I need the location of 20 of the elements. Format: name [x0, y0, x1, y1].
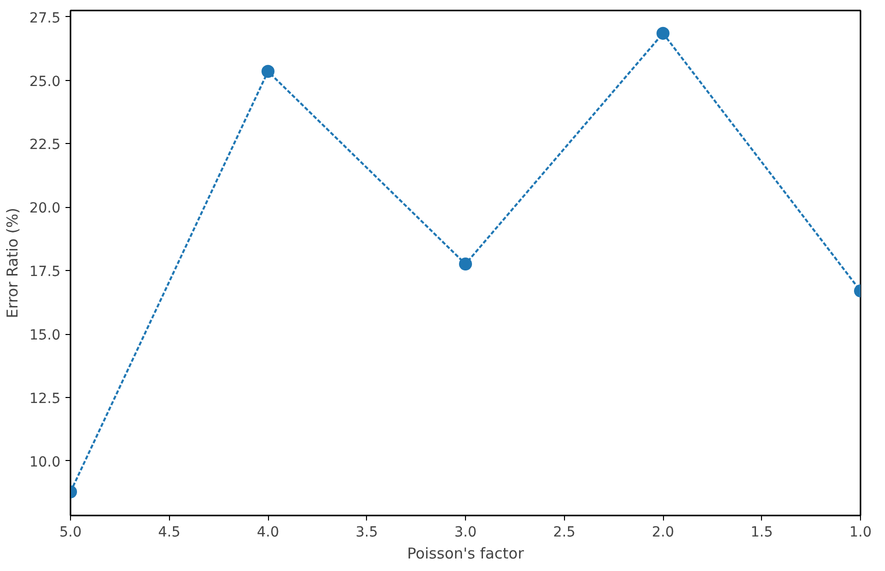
x-tick-label: 4.0 [256, 524, 280, 540]
x-tick-label: 3.0 [454, 524, 477, 540]
y-tick-label: 15.0 [29, 328, 60, 344]
y-tick-label: 20.0 [29, 200, 60, 217]
x-tick-label: 2.0 [652, 524, 674, 540]
y-tick-label: 17.5 [29, 264, 60, 280]
y-tick-label: 25.0 [29, 74, 60, 90]
x-axis-title: Poisson's factor [407, 544, 525, 562]
y-tick-label: 22.5 [29, 137, 60, 154]
point [459, 258, 472, 271]
x-tick-label: 5.0 [59, 524, 82, 540]
x-tick-label: 1.0 [849, 524, 872, 540]
y-tick-label: 12.5 [29, 390, 60, 407]
x-tick-label: 2.5 [553, 524, 576, 540]
y-axis-title: Error Ratio (%) [3, 208, 22, 318]
y-tick-label: 27.5 [29, 10, 60, 26]
x-tick-label: 3.5 [356, 524, 378, 540]
y-tick-label: 10.0 [29, 454, 60, 470]
x-tick-label: 4.5 [158, 524, 180, 540]
x-tick-label: 1.5 [750, 524, 773, 540]
